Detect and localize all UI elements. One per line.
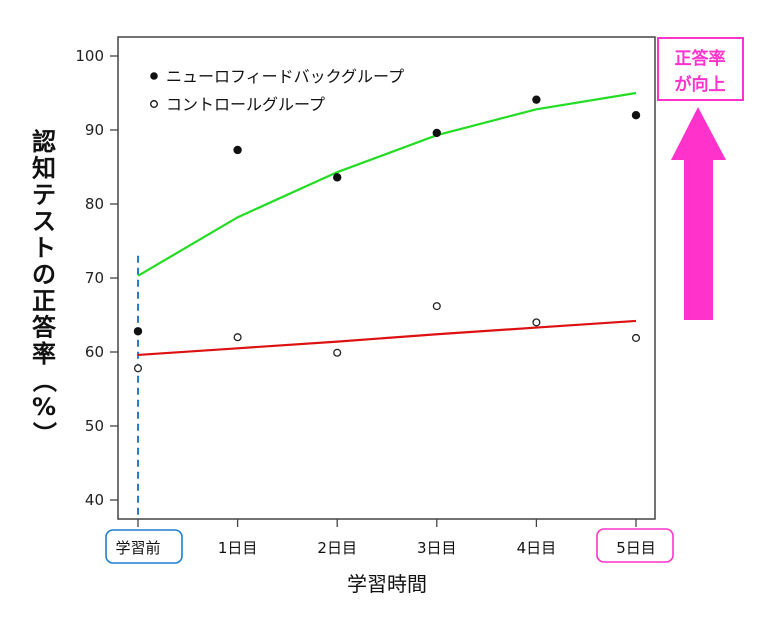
y-axis-label-char: 認 [32,128,56,156]
y-axis-label-char: ス [32,208,56,236]
up-arrow-icon [671,107,726,320]
improvement-annotation: 正答率 が向上 [657,37,744,320]
legend-label-nf: ニューロフィードバックグループ [166,67,404,86]
x-category-labels: 学習前 1日目 2日目 3日目 4日目 5日目 [115,539,655,557]
y-axis-label-char: 率 [32,340,56,368]
y-axis-label-char: % [32,393,56,421]
x-category-label: 5日目 [616,539,656,557]
nf-data-point [233,145,242,155]
x-category-label: 3日目 [417,539,457,557]
y-axis-label-char: の [32,261,56,289]
y-axis-ticks: 40 50 60 70 80 90 100 [75,47,118,509]
nf-data-point [432,128,441,138]
y-axis-label-char: （ [30,369,58,393]
baseline-highlight-box [105,529,183,564]
x-category-label: 4日目 [517,539,557,557]
day5-highlight-box [596,528,674,563]
y-tick-label: 50 [85,417,104,435]
y-axis-label-char: ） [30,422,58,446]
x-category-label: 2日目 [317,539,357,557]
nf-data-point [631,111,641,120]
legend-open-marker [150,100,158,108]
legend-label-control: コントロールグループ [166,95,325,114]
nf-data-point [532,95,541,104]
x-category-label: 学習前 [115,539,160,557]
control-data-point [532,318,541,327]
y-tick-label: 80 [85,195,104,213]
y-axis-label-char: 答 [32,314,57,342]
legend: ニューロフィードバックグループ コントロールグループ [150,67,404,114]
y-axis-label-char: 正 [32,287,56,315]
control-data-point [432,302,441,311]
x-axis-label: 学習時間 [347,572,427,596]
annotation-text-line2: が向上 [675,74,726,95]
annotation-text-line1: 正答率 [675,48,726,69]
control-data-point [233,333,242,342]
annotation-box [657,37,744,101]
y-tick-label: 90 [85,121,104,139]
x-axis-ticks [137,519,637,527]
y-tick-label: 60 [85,343,104,361]
y-axis-label-char: ト [32,234,56,262]
control-data-point [333,348,342,357]
y-axis-label-char: テ [32,181,56,209]
control-data-point [133,364,143,373]
control-fit-line [137,319,637,357]
nf-data-point [133,327,143,336]
nf-fit-line [137,91,637,277]
y-tick-label: 70 [85,269,104,287]
fit-lines [137,91,637,357]
control-data-point [631,333,641,342]
y-axis-label-char: 知 [32,155,56,183]
x-category-label: 1日目 [218,539,258,557]
y-tick-label: 100 [75,47,104,65]
y-tick-label: 40 [85,491,104,509]
data-points [133,95,641,373]
legend-filled-marker [150,72,158,80]
nf-data-point [333,173,342,182]
